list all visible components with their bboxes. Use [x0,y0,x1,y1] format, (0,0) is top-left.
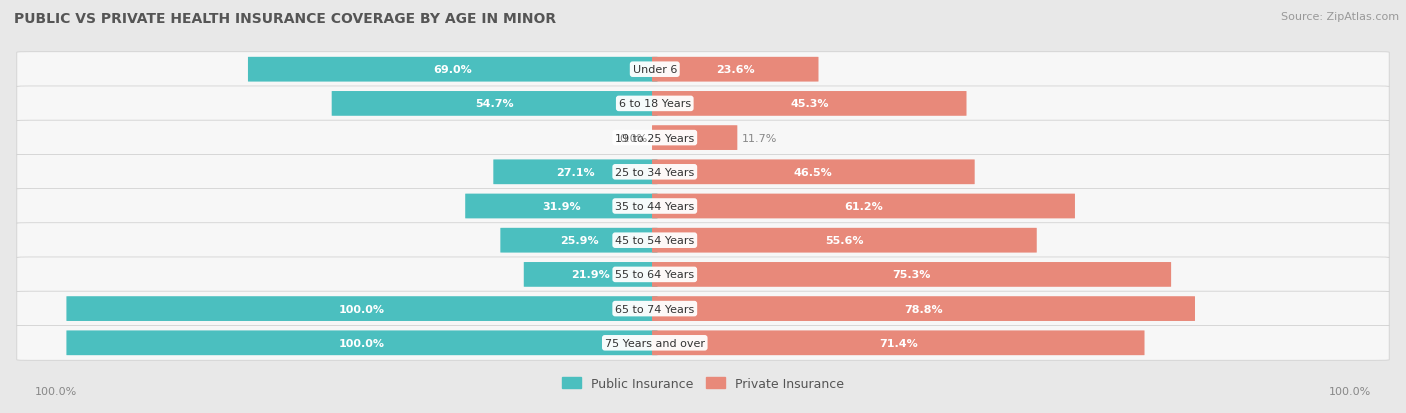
Text: 75 Years and over: 75 Years and over [605,338,704,348]
Text: 11.7%: 11.7% [741,133,778,143]
FancyBboxPatch shape [17,257,1389,292]
FancyBboxPatch shape [66,331,658,355]
Text: 45.3%: 45.3% [790,99,828,109]
FancyBboxPatch shape [17,189,1389,224]
FancyBboxPatch shape [524,262,658,287]
Text: 100.0%: 100.0% [339,338,385,348]
Text: 21.9%: 21.9% [571,270,610,280]
FancyBboxPatch shape [17,223,1389,258]
Text: 54.7%: 54.7% [475,99,515,109]
Text: 23.6%: 23.6% [716,65,755,75]
FancyBboxPatch shape [17,325,1389,361]
FancyBboxPatch shape [652,228,1036,253]
Text: 61.2%: 61.2% [844,202,883,211]
Text: 65 to 74 Years: 65 to 74 Years [616,304,695,314]
Text: 100.0%: 100.0% [35,387,77,396]
FancyBboxPatch shape [652,58,818,82]
FancyBboxPatch shape [652,126,737,151]
Text: 100.0%: 100.0% [1329,387,1371,396]
FancyBboxPatch shape [652,297,1195,321]
FancyBboxPatch shape [17,52,1389,88]
Text: 25.9%: 25.9% [560,236,598,246]
FancyBboxPatch shape [652,262,1171,287]
Text: Under 6: Under 6 [633,65,676,75]
FancyBboxPatch shape [17,87,1389,121]
Text: 19 to 25 Years: 19 to 25 Years [616,133,695,143]
FancyBboxPatch shape [17,292,1389,326]
FancyBboxPatch shape [652,331,1144,355]
FancyBboxPatch shape [465,194,658,219]
Text: 35 to 44 Years: 35 to 44 Years [616,202,695,211]
FancyBboxPatch shape [652,160,974,185]
Text: 27.1%: 27.1% [557,167,595,177]
Text: 55 to 64 Years: 55 to 64 Years [616,270,695,280]
FancyBboxPatch shape [66,297,658,321]
Text: 0.0%: 0.0% [620,133,648,143]
Text: 71.4%: 71.4% [879,338,918,348]
Legend: Public Insurance, Private Insurance: Public Insurance, Private Insurance [557,372,849,395]
Text: 25 to 34 Years: 25 to 34 Years [616,167,695,177]
FancyBboxPatch shape [652,194,1076,219]
Text: 69.0%: 69.0% [433,65,472,75]
FancyBboxPatch shape [652,92,966,116]
FancyBboxPatch shape [332,92,658,116]
FancyBboxPatch shape [494,160,658,185]
Text: 46.5%: 46.5% [794,167,832,177]
Text: Source: ZipAtlas.com: Source: ZipAtlas.com [1281,12,1399,22]
Text: 78.8%: 78.8% [904,304,943,314]
Text: 6 to 18 Years: 6 to 18 Years [619,99,690,109]
Text: 55.6%: 55.6% [825,236,863,246]
FancyBboxPatch shape [247,58,658,82]
Text: 75.3%: 75.3% [893,270,931,280]
FancyBboxPatch shape [17,121,1389,156]
FancyBboxPatch shape [501,228,658,253]
Text: 45 to 54 Years: 45 to 54 Years [616,236,695,246]
FancyBboxPatch shape [17,155,1389,190]
Text: PUBLIC VS PRIVATE HEALTH INSURANCE COVERAGE BY AGE IN MINOR: PUBLIC VS PRIVATE HEALTH INSURANCE COVER… [14,12,557,26]
Text: 31.9%: 31.9% [543,202,581,211]
Text: 100.0%: 100.0% [339,304,385,314]
